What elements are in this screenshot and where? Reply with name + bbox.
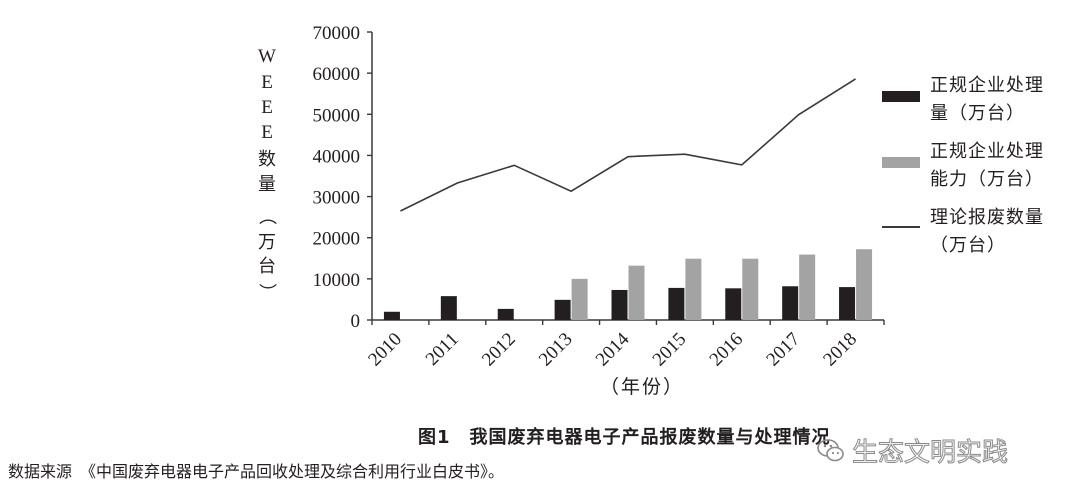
y-tick-label: 0 <box>351 311 361 332</box>
x-tick-label: 2012 <box>478 329 520 371</box>
bar <box>856 249 873 320</box>
legend-swatch-line <box>882 226 920 228</box>
bar <box>440 296 457 320</box>
y-axis-label-char: （ <box>256 207 277 225</box>
legend-swatch-gray-bar <box>882 157 920 168</box>
x-tick-label: 2014 <box>592 328 634 370</box>
legend-swatch-black-bar <box>882 91 920 102</box>
y-axis-label-char: E <box>261 72 273 93</box>
figure-caption: 图1 我国废弃电器电子产品报废数量与处理情况 <box>418 427 831 448</box>
y-tick-label: 20000 <box>313 229 361 250</box>
x-tick-label: 2017 <box>762 329 804 371</box>
y-tick-label: 10000 <box>313 270 361 291</box>
x-tick-label: 2016 <box>706 329 748 371</box>
legend-label: 能力（万台） <box>930 169 1044 190</box>
data-source-note: 数据来源 《中国废弃电器电子产品回收处理及综合利用行业白皮书》。 <box>8 462 505 481</box>
y-tick-label: 60000 <box>313 64 361 85</box>
line-series-theoretical-scrap <box>400 78 856 212</box>
bar <box>383 311 400 320</box>
y-axis-ticks: 0 10000 20000 30000 40000 50000 60000 70000 <box>313 23 372 332</box>
y-axis-label-char: E <box>261 122 273 143</box>
y-axis-label-char: ） <box>256 283 277 301</box>
y-axis-label-char: E <box>261 97 273 118</box>
y-axis-label-char: 数 <box>258 149 276 170</box>
bar-series <box>383 249 873 320</box>
bar <box>685 258 702 320</box>
legend: 正规企业处理 量（万台） 正规企业处理 能力（万台） 理论报废数量 （万台） <box>880 72 1080 270</box>
y-tick-label: 50000 <box>313 105 361 126</box>
legend-label: 理论报废数量 <box>930 207 1044 228</box>
y-axis-label-char: 万 <box>258 232 276 253</box>
y-axis-label-char: 量 <box>258 174 276 195</box>
bar <box>725 288 742 320</box>
x-axis-ticks: 2010 2011 2012 2013 2014 2015 2016 2017 2018 <box>364 320 885 371</box>
bar <box>782 286 799 320</box>
legend-label: 量（万台） <box>930 103 1025 124</box>
legend-label: 正规企业处理 <box>930 141 1044 162</box>
watermark: 生态文明实践 <box>816 432 1009 469</box>
bar <box>497 308 514 320</box>
y-tick-label: 70000 <box>313 23 361 44</box>
bar <box>799 254 816 320</box>
bar <box>611 289 628 320</box>
bar <box>742 258 759 320</box>
wechat-icon <box>817 438 844 461</box>
bar <box>668 287 685 320</box>
legend-label: （万台） <box>930 235 1006 256</box>
y-axis-label-char: W <box>258 46 276 67</box>
bar <box>554 299 571 320</box>
bar <box>571 278 588 320</box>
legend-item-processing-volume: 正规企业处理 量（万台） <box>880 72 1080 138</box>
legend-item-theoretical-scrap: 理论报废数量 （万台） <box>880 204 1080 270</box>
x-tick-label: 2013 <box>535 329 577 371</box>
x-tick-label: 2011 <box>422 329 463 370</box>
y-axis-label-char: 台 <box>258 256 276 277</box>
x-tick-label: 2015 <box>649 329 691 371</box>
legend-label: 正规企业处理 <box>930 75 1044 96</box>
bar <box>628 265 645 320</box>
x-tick-label: 2010 <box>364 329 406 371</box>
y-tick-label: 30000 <box>313 188 361 209</box>
x-axis-label: （年份） <box>600 376 685 398</box>
legend-item-processing-capacity: 正规企业处理 能力（万台） <box>880 138 1080 204</box>
y-tick-label: 40000 <box>313 146 361 167</box>
x-tick-label: 2018 <box>819 329 861 371</box>
bar <box>839 287 856 320</box>
watermark-text: 生态文明实践 <box>851 438 1009 469</box>
